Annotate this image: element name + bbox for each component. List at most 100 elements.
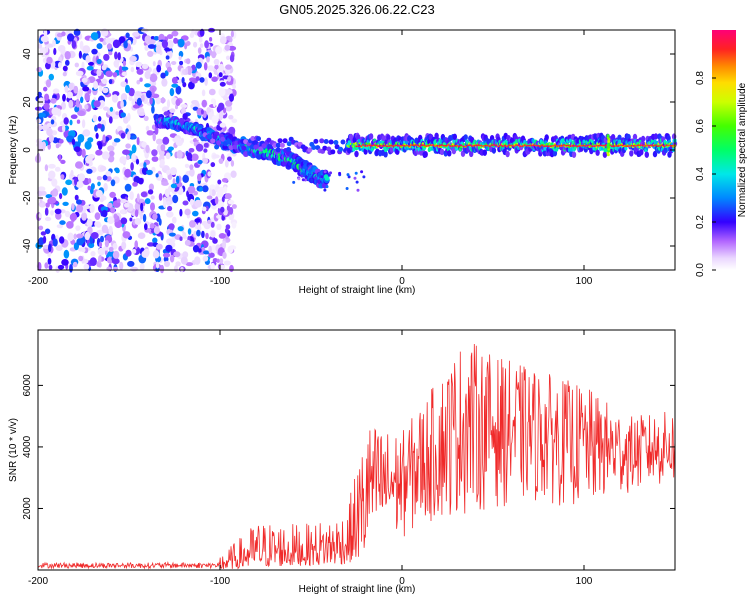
heatmap-cell bbox=[672, 144, 675, 147]
heatmap-cell bbox=[63, 117, 69, 125]
heatmap-cell bbox=[188, 81, 195, 90]
heatmap-cell bbox=[205, 232, 209, 240]
heatmap-cell bbox=[479, 144, 483, 147]
heatmap-cell bbox=[282, 138, 288, 144]
heatmap-cell bbox=[364, 145, 367, 147]
heatmap-cell bbox=[171, 76, 179, 84]
heatmap-cell bbox=[407, 145, 411, 148]
heatmap-cell bbox=[155, 97, 161, 105]
heatmap-cell bbox=[150, 202, 155, 211]
heatmap-cell bbox=[82, 129, 91, 137]
heatmap-cell bbox=[665, 144, 668, 147]
spectrogram-heatmap bbox=[34, 27, 678, 274]
heatmap-cell bbox=[323, 188, 327, 192]
heatmap-cell bbox=[453, 144, 456, 147]
heatmap-cell bbox=[160, 72, 166, 79]
heatmap-cell bbox=[313, 138, 319, 144]
heatmap-cell bbox=[602, 144, 605, 147]
heatmap-cell bbox=[171, 61, 177, 65]
heatmap-cell bbox=[172, 216, 177, 224]
heatmap-cell bbox=[146, 169, 153, 175]
heatmap-cell bbox=[197, 159, 203, 165]
heatmap-cell bbox=[178, 55, 182, 61]
heatmap-cell bbox=[48, 243, 52, 253]
heatmap-cell bbox=[569, 145, 572, 148]
heatmap-cell bbox=[154, 126, 159, 135]
heatmap-cell bbox=[460, 144, 463, 147]
heatmap-cell bbox=[253, 144, 259, 150]
heatmap-cell bbox=[155, 138, 163, 145]
heatmap-cell bbox=[328, 139, 334, 145]
heatmap-cell bbox=[60, 159, 66, 164]
spectrogram-x-ticks: -200 -100 0 100 bbox=[28, 30, 593, 287]
heatmap-cell bbox=[455, 144, 459, 147]
heatmap-cell bbox=[250, 136, 256, 141]
heatmap-cell bbox=[323, 139, 329, 144]
heatmap-cell bbox=[523, 144, 526, 147]
heatmap-cell bbox=[143, 115, 149, 122]
heatmap-cell bbox=[129, 55, 137, 62]
heatmap-cell bbox=[123, 202, 130, 208]
heatmap-cell bbox=[228, 114, 234, 120]
heatmap-cell bbox=[621, 144, 625, 147]
heatmap-cell bbox=[69, 213, 78, 222]
heatmap-cell bbox=[45, 79, 52, 88]
heatmap-cell bbox=[366, 145, 369, 147]
heatmap-cell bbox=[425, 145, 428, 148]
heatmap-cell bbox=[102, 174, 108, 181]
heatmap-cell bbox=[138, 177, 144, 185]
heatmap-cell bbox=[444, 144, 448, 147]
heatmap-cell bbox=[99, 165, 107, 172]
heatmap-cell bbox=[158, 218, 162, 226]
heatmap-cell bbox=[521, 145, 524, 148]
heatmap-cell bbox=[210, 262, 215, 270]
heatmap-cell bbox=[219, 264, 226, 270]
heatmap-cell bbox=[152, 250, 160, 259]
heatmap-cell bbox=[175, 261, 181, 267]
heatmap-cell bbox=[484, 144, 487, 147]
heatmap-cell bbox=[75, 181, 84, 188]
snr-y-axis-label: SNR (10 * v/v) bbox=[8, 418, 19, 482]
heatmap-cell bbox=[84, 104, 89, 110]
heatmap-cell bbox=[602, 151, 608, 158]
heatmap-cell bbox=[179, 208, 183, 217]
heatmap-cell bbox=[623, 145, 627, 148]
heatmap-cell bbox=[573, 146, 577, 151]
heatmap-cell bbox=[345, 187, 349, 190]
heatmap-cell bbox=[202, 185, 209, 193]
heatmap-cell bbox=[307, 147, 313, 153]
heatmap-cell bbox=[44, 207, 49, 216]
heatmap-cell bbox=[71, 138, 76, 146]
heatmap-cell bbox=[125, 154, 130, 160]
heatmap-cell bbox=[399, 144, 402, 147]
heatmap-cell bbox=[155, 44, 162, 54]
heatmap-cell bbox=[100, 235, 104, 243]
heatmap-cell bbox=[120, 100, 124, 109]
heatmap-cell bbox=[182, 200, 189, 206]
x-tick-label: 100 bbox=[576, 276, 593, 287]
heatmap-cell bbox=[656, 145, 660, 148]
heatmap-cell bbox=[224, 159, 229, 168]
spectrogram-x-axis-label: Height of straight line (km) bbox=[299, 285, 416, 296]
heatmap-cell bbox=[206, 134, 212, 139]
heatmap-cell bbox=[175, 175, 180, 184]
heatmap-cell bbox=[192, 245, 200, 253]
heatmap-cell bbox=[604, 144, 607, 147]
heatmap-cell bbox=[381, 145, 384, 148]
heatmap-cell bbox=[79, 87, 83, 97]
heatmap-cell bbox=[421, 142, 425, 145]
heatmap-cell bbox=[451, 145, 454, 148]
heatmap-cell bbox=[191, 100, 199, 105]
heatmap-cell bbox=[89, 257, 97, 266]
heatmap-cell bbox=[218, 72, 223, 78]
heatmap-cell bbox=[197, 173, 202, 182]
heatmap-cell bbox=[98, 241, 103, 248]
heatmap-cell bbox=[77, 110, 86, 117]
heatmap-cell bbox=[131, 144, 137, 154]
heatmap-cell bbox=[112, 39, 121, 49]
heatmap-cell bbox=[36, 118, 42, 124]
heatmap-cell bbox=[84, 204, 91, 210]
heatmap-cell bbox=[115, 111, 119, 116]
heatmap-cell bbox=[75, 70, 84, 77]
heatmap-cell bbox=[639, 149, 644, 156]
